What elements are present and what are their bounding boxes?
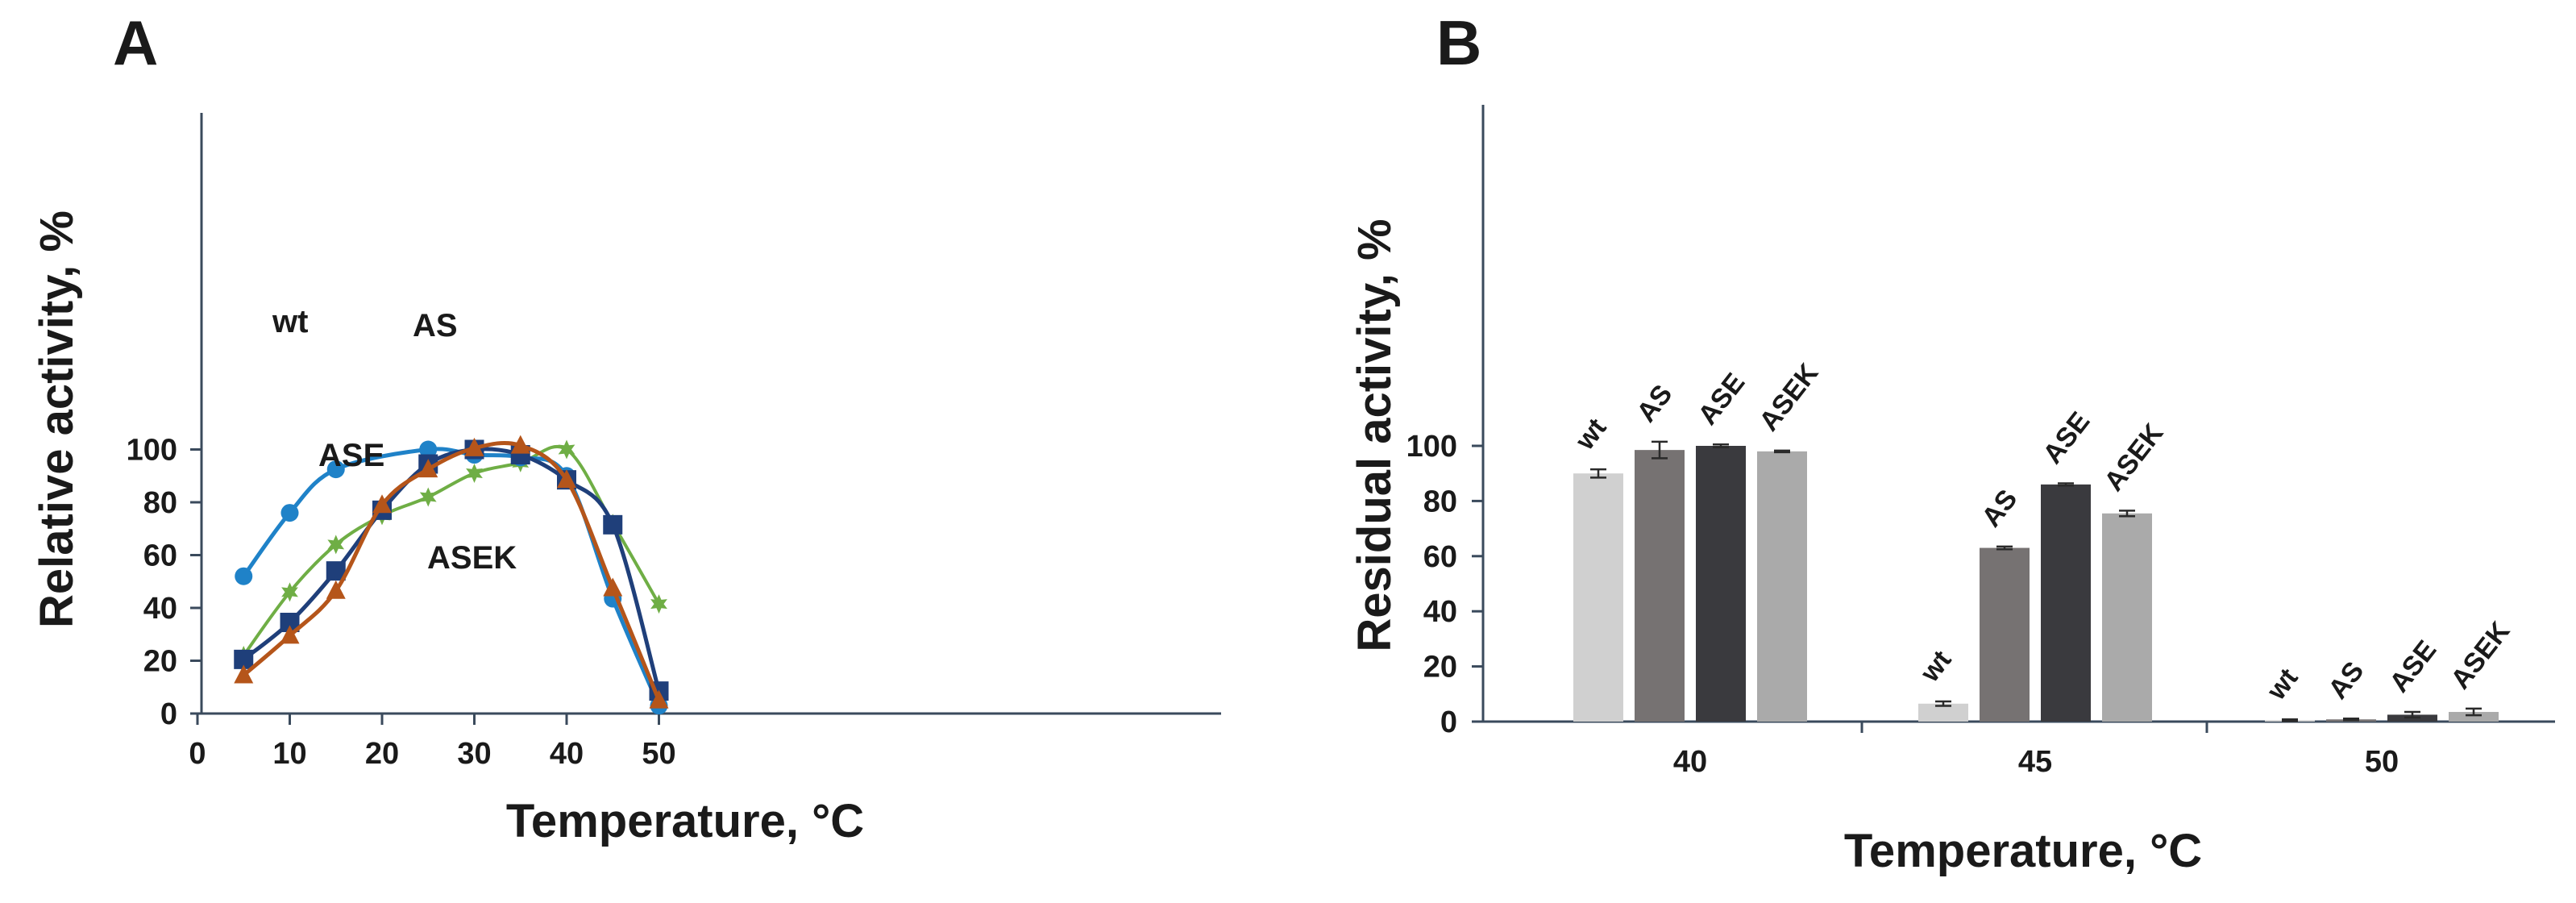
marker-wt bbox=[326, 460, 345, 479]
panel-a-series bbox=[234, 435, 669, 715]
bar-label-ase-40: ASE bbox=[1692, 368, 1751, 431]
panel-a-x-axis-title: Temperature, °C bbox=[506, 795, 864, 847]
series-line-asek bbox=[242, 440, 661, 701]
x-tick-label: 40 bbox=[1673, 745, 1707, 779]
bar-label-asek-50: ASEK bbox=[2445, 616, 2516, 695]
panel-a-line-chart: A 0 20 40 60 80 100 0 10 20 30 40 50 Temperature, … bbox=[31, 7, 1221, 847]
series-line-ase bbox=[242, 444, 661, 657]
y-tick-label: 100 bbox=[1406, 430, 1457, 464]
marker-wt bbox=[280, 504, 299, 522]
marker-asek bbox=[234, 664, 254, 684]
panel-b-y-ticks: 0 20 40 60 80 100 bbox=[1406, 430, 1483, 739]
panel-a-letter: A bbox=[113, 7, 158, 78]
series-line-wt bbox=[242, 447, 661, 707]
x-tick-label: 40 bbox=[550, 737, 584, 771]
bar-label-as-50: AS bbox=[2322, 656, 2370, 705]
bar-label-ase-50: ASE bbox=[2383, 635, 2442, 697]
marker-as bbox=[603, 514, 623, 535]
bar-as-45 bbox=[1980, 547, 2030, 722]
y-tick-label: 0 bbox=[160, 697, 177, 731]
y-tick-label: 80 bbox=[143, 486, 177, 520]
bar-wt-40 bbox=[1573, 473, 1623, 722]
y-tick-label: 20 bbox=[143, 645, 177, 679]
bar-ase-40 bbox=[1696, 446, 1746, 722]
marker-ase bbox=[327, 535, 345, 555]
y-tick-label: 20 bbox=[1423, 651, 1457, 685]
marker-ase bbox=[466, 463, 483, 483]
x-tick-label: 10 bbox=[272, 737, 306, 771]
marker-asek bbox=[464, 437, 484, 456]
x-tick-label: 50 bbox=[2365, 745, 2399, 779]
panel-a-y-ticks: 0 20 40 60 80 100 bbox=[127, 434, 202, 731]
x-tick-label: 30 bbox=[457, 737, 491, 771]
y-tick-label: 40 bbox=[1423, 595, 1457, 629]
bar-label-wt-50: wt bbox=[2261, 663, 2304, 706]
bar-asek-45 bbox=[2102, 513, 2152, 722]
bar-asek-40 bbox=[1757, 451, 1807, 722]
y-tick-label: 60 bbox=[1423, 540, 1457, 574]
series-label-asek: ASEK bbox=[427, 540, 517, 576]
bar-asek-50 bbox=[2449, 712, 2499, 722]
panel-a-x-ticks: 0 10 20 30 40 50 bbox=[189, 714, 676, 771]
bar-ase-45 bbox=[2041, 484, 2091, 722]
marker-asek bbox=[510, 435, 530, 454]
marker-asek bbox=[603, 577, 623, 597]
series-label-as: AS bbox=[413, 308, 458, 343]
marker-asek bbox=[372, 494, 392, 514]
marker-wt bbox=[235, 567, 253, 585]
marker-asek bbox=[418, 459, 438, 478]
marker-asek bbox=[326, 580, 346, 599]
panel-b-letter: B bbox=[1436, 7, 1481, 78]
marker-ase bbox=[419, 487, 437, 507]
bar-as-40 bbox=[1635, 450, 1685, 722]
marker-ase bbox=[281, 582, 298, 602]
series-label-wt: wt bbox=[272, 304, 308, 339]
marker-ase bbox=[558, 439, 575, 460]
x-tick-label: 45 bbox=[2018, 745, 2052, 779]
panel-a-y-axis-title: Relative activity, % bbox=[31, 210, 83, 628]
x-tick-label: 50 bbox=[642, 737, 675, 771]
panel-b-x-axis-title: Temperature, °C bbox=[1844, 825, 2202, 877]
bar-label-as-40: AS bbox=[1631, 379, 1678, 428]
bar-label-ase-45: ASE bbox=[2037, 406, 2096, 469]
bar-label-asek-40: ASEK bbox=[1753, 358, 1824, 437]
y-tick-label: 0 bbox=[1440, 705, 1457, 739]
panel-b-y-axis-title: Residual activity, % bbox=[1348, 218, 1401, 651]
marker-ase bbox=[650, 594, 667, 614]
marker-wt bbox=[419, 440, 438, 459]
y-tick-label: 40 bbox=[143, 592, 177, 626]
marker-asek bbox=[557, 469, 576, 489]
y-tick-label: 100 bbox=[127, 434, 177, 468]
bar-label-as-45: AS bbox=[1976, 484, 2023, 533]
x-tick-label: 0 bbox=[189, 737, 206, 771]
marker-asek bbox=[280, 625, 300, 644]
series-label-ase: ASE bbox=[318, 438, 384, 473]
y-tick-label: 60 bbox=[143, 539, 177, 573]
bar-label-wt-45: wt bbox=[1914, 645, 1958, 689]
bar-wt-45 bbox=[1918, 703, 1968, 722]
y-tick-label: 80 bbox=[1423, 485, 1457, 518]
bar-label-wt-40: wt bbox=[1569, 413, 1613, 456]
panel-b-x-ticks: 40 45 50 bbox=[1673, 722, 2399, 779]
bar-label-asek-45: ASEK bbox=[2098, 418, 2169, 497]
x-tick-label: 20 bbox=[365, 737, 399, 771]
marker-asek bbox=[649, 689, 669, 709]
